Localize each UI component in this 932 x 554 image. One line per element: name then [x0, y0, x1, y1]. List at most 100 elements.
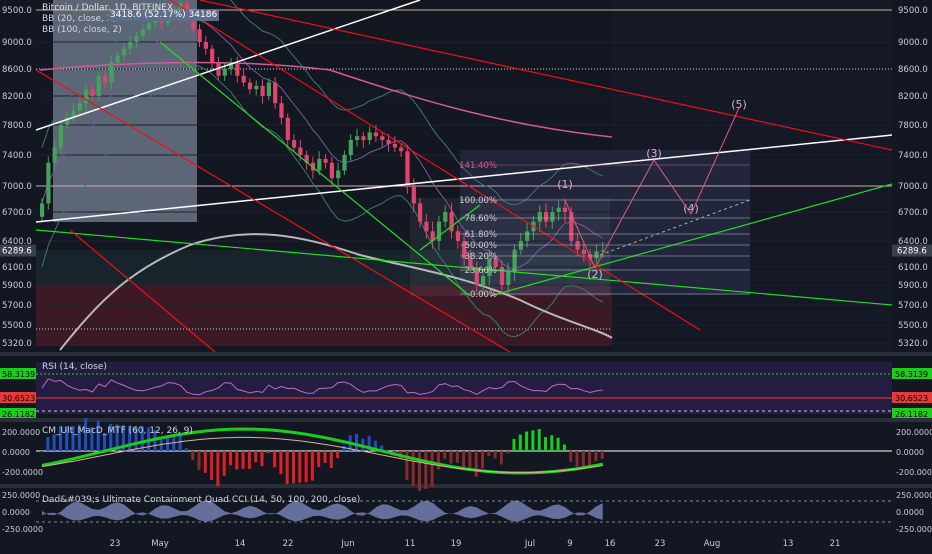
- macd-histogram-bar: [46, 437, 50, 451]
- rsi-level-tag: [892, 408, 932, 419]
- macd-histogram-bar: [184, 448, 188, 451]
- candle-body: [109, 62, 114, 83]
- time-tick-label: 23: [110, 539, 121, 549]
- price-tick-label-left: 8200.0: [2, 92, 32, 102]
- macd-histogram-bar: [229, 451, 232, 466]
- macd-histogram-bar: [90, 426, 94, 451]
- macd-histogram-bar: [304, 451, 308, 483]
- candle-body: [455, 231, 460, 241]
- price-tick-label: 7000.0: [898, 182, 928, 192]
- candle-body: [96, 75, 101, 96]
- macd-histogram-bar: [525, 431, 529, 451]
- macd-histogram-bar: [323, 451, 327, 464]
- macd-tick-label-left: 200.0000: [2, 428, 40, 437]
- cci-label[interactable]: Dad&#039;s Ultimate Containment Quad CCI…: [42, 495, 361, 505]
- cci-tick-label-left: -250.0000: [2, 525, 43, 534]
- macd-histogram-bar: [556, 437, 560, 451]
- symbol-title[interactable]: Bitcoin / Dollar, 1D, BITFINEX: [42, 3, 174, 13]
- candle-body: [273, 82, 278, 104]
- candle-body: [147, 22, 152, 30]
- bb1-label[interactable]: BB (20, close, 2): [42, 14, 117, 24]
- macd-histogram-bar: [77, 424, 81, 451]
- candle-body: [298, 147, 303, 155]
- price-tick-label: 8200.0: [898, 92, 928, 102]
- price-tick-label-left: 5700.0: [2, 301, 32, 311]
- candle-body: [399, 147, 404, 152]
- macd-label[interactable]: CM_Ult_MacD_MTF (60, 12, 26, 9): [42, 426, 193, 436]
- candle-body: [512, 249, 517, 272]
- red-trendline-4: [69, 229, 216, 353]
- macd-histogram-bar: [235, 451, 239, 470]
- time-tick-label: 13: [783, 539, 794, 549]
- candle-body: [241, 75, 246, 83]
- candle-body: [52, 147, 57, 163]
- macd-histogram-bar: [140, 426, 144, 451]
- macd-histogram-bar: [449, 451, 453, 464]
- macd-histogram-bar: [254, 451, 258, 463]
- bb100-lower: [59, 233, 613, 351]
- macd-histogram-bar: [336, 451, 340, 459]
- candle-body: [247, 82, 253, 90]
- price-tick-label-left: 5900.0: [2, 281, 32, 291]
- elliott-wave-label: (1): [557, 178, 573, 191]
- macd-histogram-bar: [499, 451, 503, 465]
- candle-body: [499, 267, 505, 285]
- green-trendline-4: [419, 204, 481, 251]
- candle-body: [462, 241, 467, 259]
- candle-body: [121, 48, 127, 56]
- rsi-level-tag-left: [0, 368, 36, 379]
- price-tick-label-left: 6100.0: [2, 263, 32, 273]
- current-price-text-left: 6289.6: [2, 247, 32, 257]
- red-trendline-1: [199, 0, 893, 151]
- rsi-label[interactable]: RSI (14, close): [42, 362, 107, 372]
- rsi-level-tag: [892, 368, 932, 379]
- macd-histogram-bar: [103, 433, 106, 451]
- highlight-box: [53, 0, 197, 222]
- price-tick-label-left: 7000.0: [2, 182, 32, 192]
- macd-tick-label-left: -200.0000: [2, 468, 43, 477]
- candle-body: [544, 212, 549, 222]
- bb-mid: [41, 18, 603, 270]
- candle-body: [481, 276, 486, 285]
- price-tick-label: 7400.0: [898, 151, 928, 161]
- candle-body: [443, 212, 448, 222]
- candle-body: [210, 48, 215, 63]
- macd-histogram-bar: [405, 451, 409, 481]
- candle-body: [348, 140, 353, 155]
- candle-body: [260, 85, 265, 96]
- green-trendline-2: [35, 229, 893, 306]
- macd-histogram-bar: [203, 451, 207, 473]
- elliott-wave-path: [564, 107, 740, 270]
- price-tick-label: 7800.0: [898, 121, 928, 131]
- price-tick-label: 5900.0: [898, 281, 928, 291]
- price-tick-label-left: 6400.0: [2, 237, 32, 247]
- bb2-label[interactable]: BB (100, close, 2): [42, 25, 122, 35]
- price-tick-label: 9000.0: [898, 38, 928, 48]
- fib-level-label: 38.20%: [465, 252, 497, 262]
- current-price-text: 6289.6: [897, 247, 927, 257]
- rsi-level-text: 58.3139: [895, 370, 928, 379]
- candle-body: [229, 62, 234, 69]
- macd-histogram-bar: [115, 424, 119, 451]
- macd-histogram-bar: [462, 451, 466, 469]
- candle-body: [468, 258, 473, 267]
- macd-histogram-bar: [329, 451, 333, 468]
- time-tick-label: 9: [567, 539, 572, 549]
- price-tick-label-left: 9500.0: [2, 6, 32, 16]
- macd-tick-label: -200.0000: [896, 468, 932, 477]
- candle-body: [197, 29, 202, 42]
- projection-dashed: [599, 199, 751, 256]
- cci-tick-label-left: 250.0000: [2, 491, 40, 500]
- candle-body: [58, 125, 64, 148]
- macd-histogram-bar: [134, 426, 138, 451]
- rsi-level-tag: [892, 392, 932, 403]
- macd-histogram-bar: [172, 435, 176, 451]
- macd-histogram-bar: [487, 451, 491, 456]
- price-tick-label-left: 9000.0: [2, 38, 32, 48]
- candle-body: [430, 231, 435, 241]
- candle-body: [386, 140, 391, 144]
- candle-body: [235, 62, 240, 76]
- macd-histogram-bar: [537, 429, 541, 451]
- macd-histogram-bar: [531, 430, 535, 451]
